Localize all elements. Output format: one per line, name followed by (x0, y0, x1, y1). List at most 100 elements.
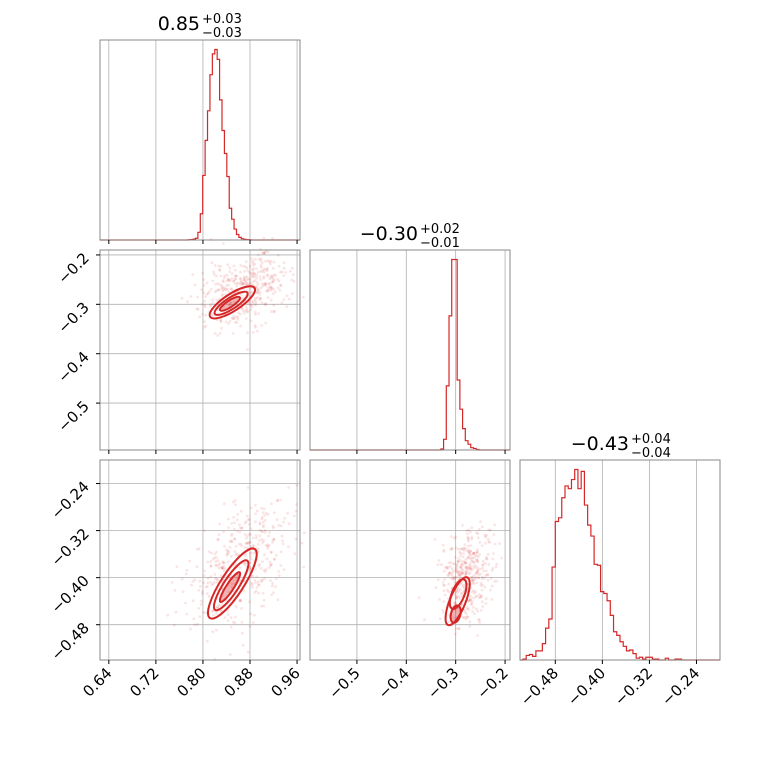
sample-point (243, 561, 246, 565)
sample-point (264, 544, 268, 547)
sample-point (240, 526, 244, 530)
sample-point (262, 520, 265, 524)
sample-point (474, 577, 477, 580)
sample-point (255, 267, 258, 270)
sample-point (234, 544, 238, 548)
sample-point (263, 518, 267, 522)
sample-point (264, 260, 267, 263)
sample-point (198, 615, 202, 619)
sample-point (269, 274, 272, 278)
sample-point (248, 281, 252, 285)
sample-point (256, 288, 260, 292)
sample-point (255, 285, 258, 289)
sample-point (279, 498, 282, 502)
sample-point (207, 595, 211, 598)
sample-point (454, 597, 458, 600)
sample-point (267, 534, 270, 538)
sample-point (211, 630, 215, 634)
sample-point (467, 550, 471, 553)
sample-point (262, 523, 265, 527)
sample-point (470, 556, 474, 560)
density-contour (213, 290, 249, 316)
sample-point (260, 506, 264, 510)
sample-point (281, 542, 285, 546)
sample-point (237, 542, 241, 546)
sample-point (242, 277, 246, 281)
sample-point (209, 560, 213, 563)
sample-point (465, 529, 469, 533)
sample-point (202, 581, 206, 585)
sample-point (476, 568, 479, 572)
sample-point (228, 266, 232, 270)
sample-point (272, 287, 275, 291)
y-tick-label: −0.2 (54, 249, 92, 287)
sample-point (244, 541, 248, 545)
scatter-p0-p1-background (100, 250, 300, 450)
sample-point (271, 538, 275, 542)
sample-point (465, 607, 469, 611)
sample-point (446, 566, 450, 570)
sample-point (472, 551, 475, 555)
hist-p2-ticks: −0.48 −0.40 −0.32 −0.24 (517, 660, 703, 709)
sample-point (472, 551, 476, 555)
sample-point (204, 305, 207, 309)
sample-point (203, 529, 206, 533)
sample-point (256, 291, 259, 295)
sample-point (234, 315, 238, 319)
sample-point (199, 603, 203, 606)
sample-point (240, 279, 243, 283)
sample-point (473, 554, 477, 558)
sample-point (276, 278, 280, 281)
sample-point (272, 260, 276, 264)
sample-point (259, 286, 263, 290)
sample-point (262, 604, 266, 608)
sample-point (242, 275, 246, 279)
sample-point (469, 594, 473, 598)
sample-point (228, 270, 232, 274)
sample-point (266, 296, 270, 299)
sample-point (470, 602, 473, 605)
sample-point (262, 252, 266, 255)
sample-point (479, 609, 483, 612)
sample-point (473, 591, 476, 595)
sample-point (255, 276, 259, 280)
sample-point (249, 308, 253, 312)
hist-p1-background (310, 250, 510, 450)
hist-p2-title-minus: −0.04 (631, 446, 671, 461)
sample-point (248, 624, 252, 628)
sample-point (289, 270, 292, 273)
sample-point (213, 332, 217, 335)
scatter-p0-p2-background (100, 460, 300, 660)
density-contour (218, 571, 242, 604)
sample-point (247, 518, 250, 522)
x-tick-label: 0.96 (268, 664, 304, 700)
sample-point (247, 302, 250, 305)
sample-point (271, 279, 275, 282)
sample-point (221, 566, 224, 570)
hist-p1-panel: −0.30 +0.02 −0.01 (309, 222, 511, 454)
sample-point (442, 550, 446, 553)
sample-point (468, 566, 471, 570)
sample-point (464, 571, 468, 575)
sample-point (232, 317, 235, 320)
sample-point (249, 533, 252, 536)
sample-point (493, 523, 496, 527)
sample-point (447, 573, 451, 577)
sample-point (264, 303, 267, 307)
sample-point (469, 544, 473, 547)
sample-point (470, 553, 473, 557)
sample-point (458, 570, 462, 573)
sample-point (269, 564, 273, 567)
sample-point (253, 298, 257, 302)
sample-point (244, 552, 248, 556)
sample-point (203, 325, 206, 329)
sample-point (464, 615, 467, 619)
sample-point (467, 556, 471, 559)
sample-point (473, 576, 477, 579)
sample-point (275, 518, 279, 522)
sample-point (472, 578, 476, 582)
sample-point (470, 526, 474, 530)
sample-point (265, 557, 269, 561)
sample-point (210, 583, 214, 587)
sample-point (450, 573, 454, 577)
